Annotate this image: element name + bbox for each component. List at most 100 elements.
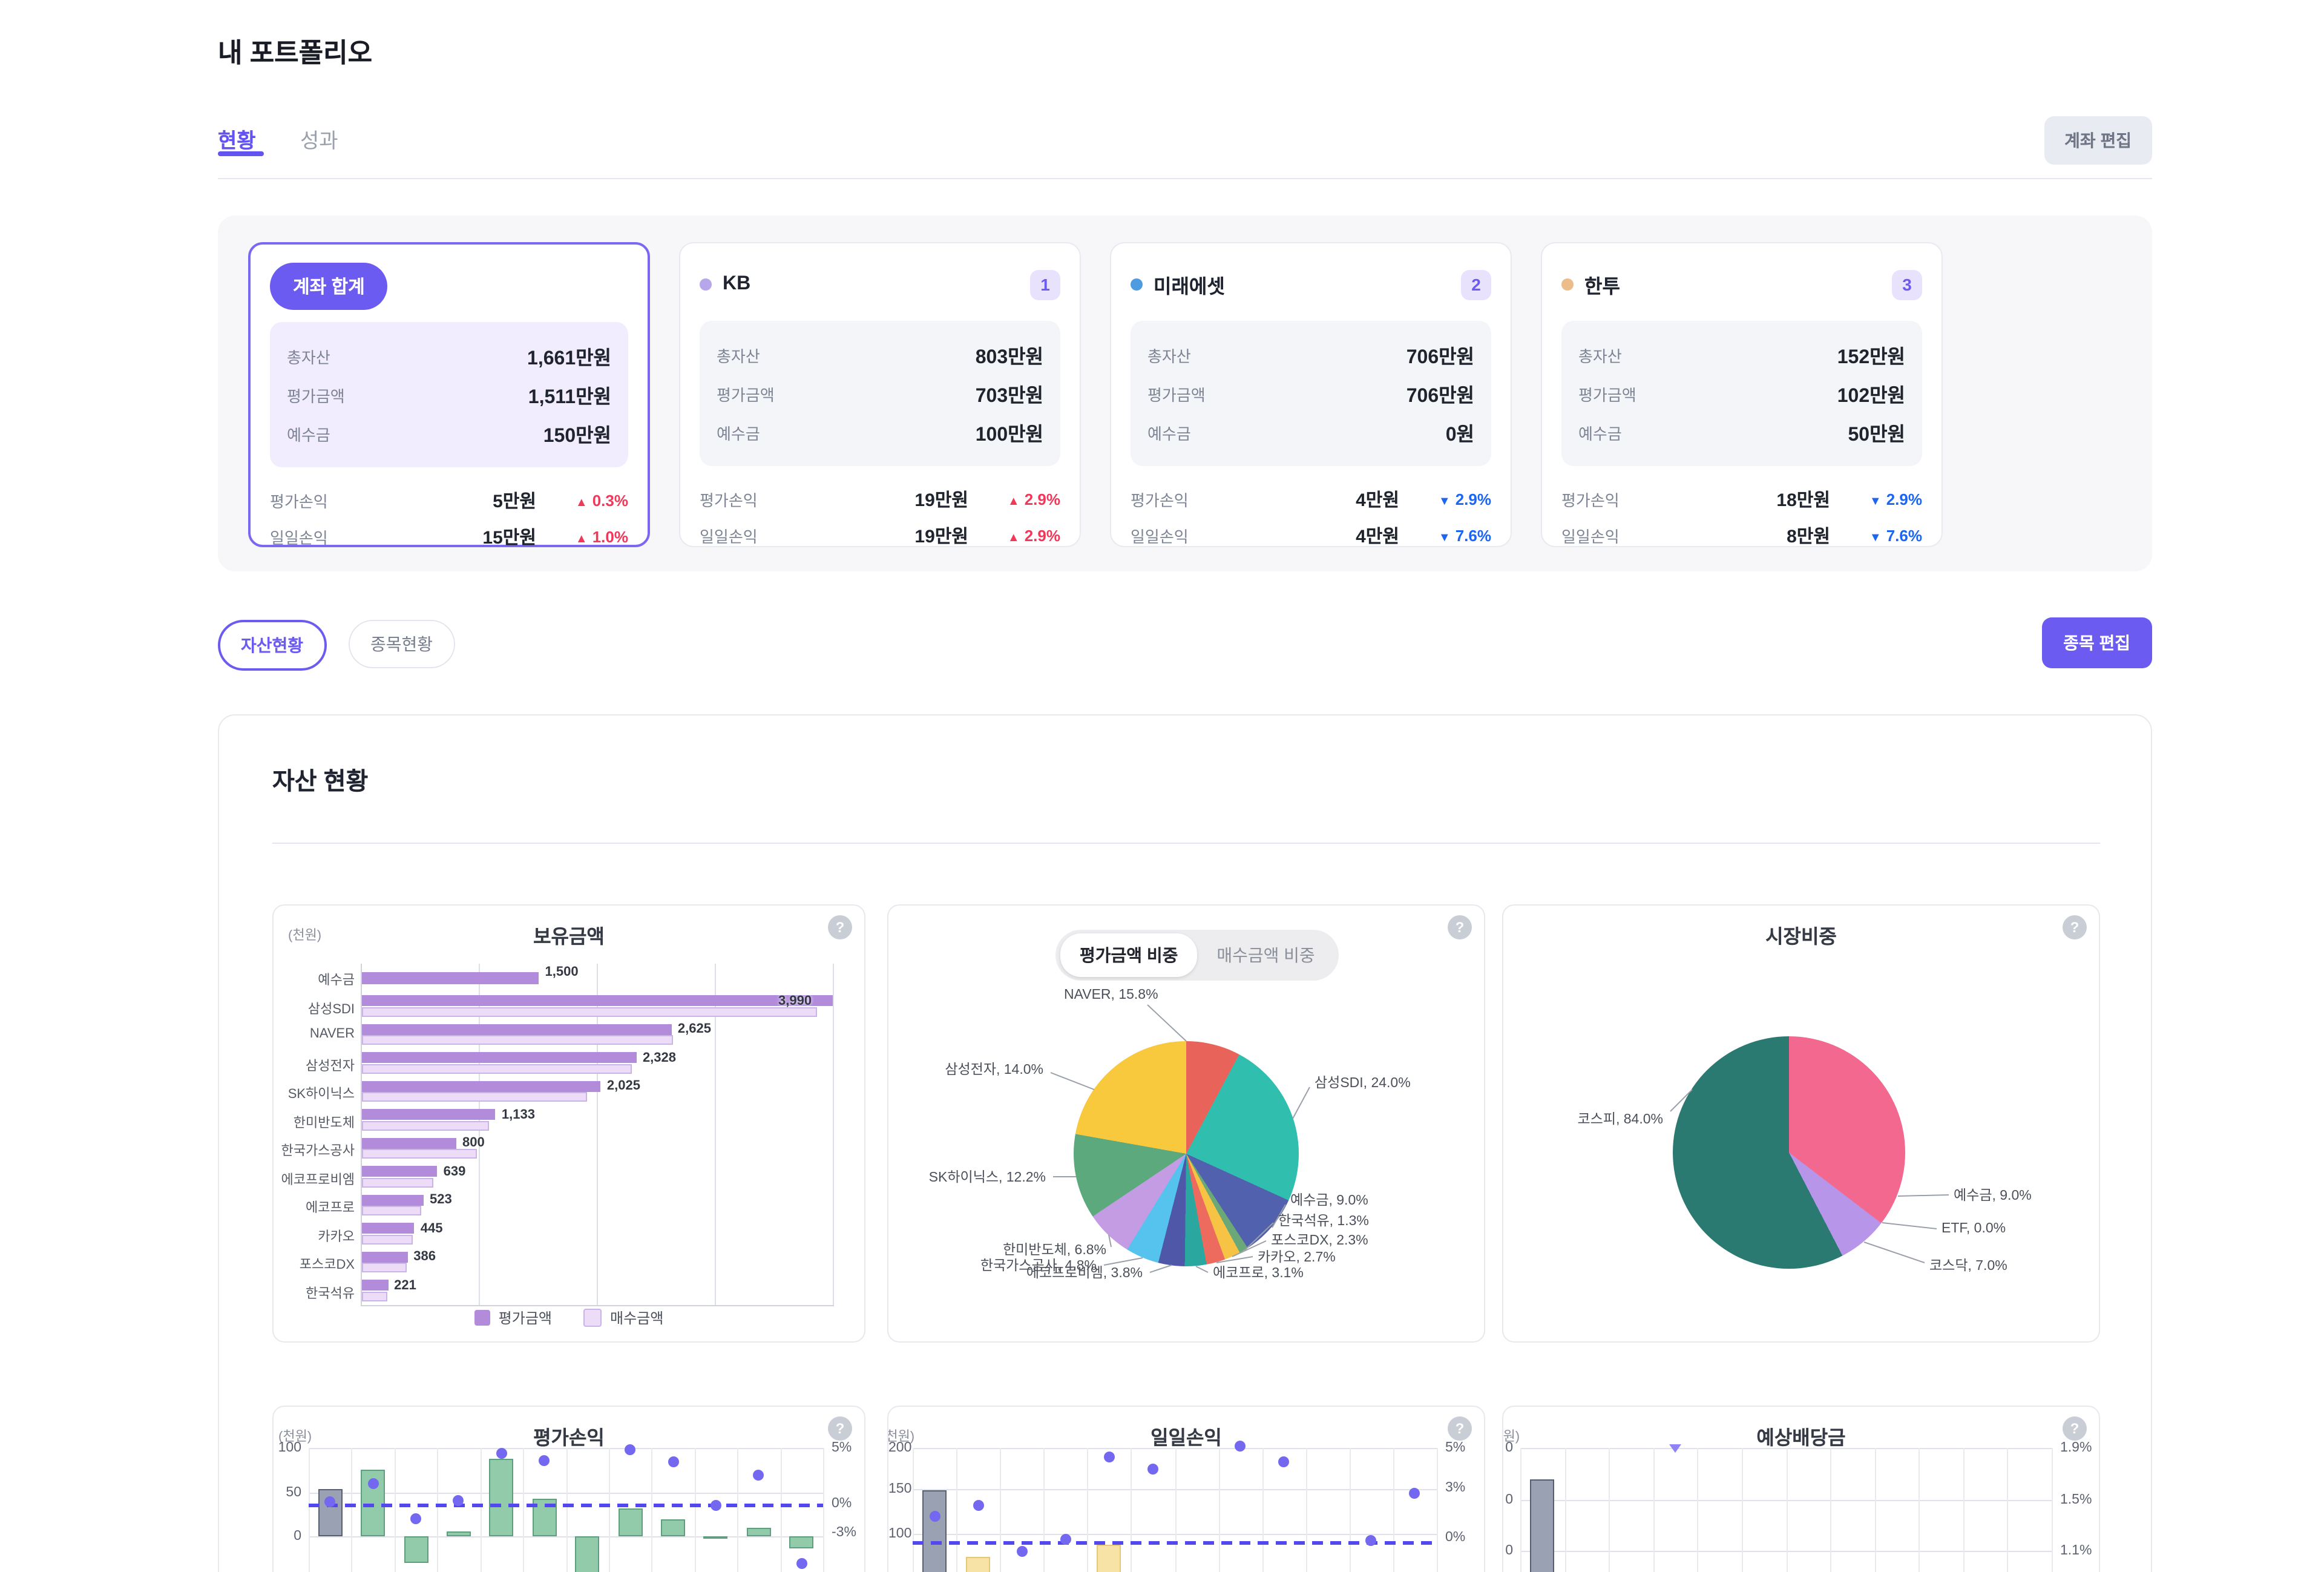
gridline-v bbox=[780, 1448, 782, 1572]
holdings-category-label: 에코프로 bbox=[306, 1201, 355, 1215]
eval-pnl-change: ▼ 2.9% bbox=[1438, 490, 1491, 508]
value-eval-amount: 102만원 bbox=[1837, 386, 1905, 407]
tab-buy-weight[interactable]: 매수금액 비중 bbox=[1216, 946, 1315, 965]
help-icon[interactable]: ? bbox=[1448, 1416, 1472, 1441]
gridline-v bbox=[394, 1448, 396, 1572]
chart-title-daily-pnl: 일일손익 bbox=[1151, 1429, 1222, 1449]
help-icon[interactable]: ? bbox=[828, 915, 852, 939]
right-axis-tick: 5% bbox=[1445, 1441, 1466, 1455]
legend-label: 평가금액 bbox=[498, 1310, 552, 1327]
gridline-v bbox=[1919, 1448, 1920, 1572]
label-eval-pnl: 평가손익 bbox=[700, 491, 758, 509]
filter-pill-assets[interactable]: 자산현황 bbox=[218, 620, 327, 671]
gridline-v bbox=[1043, 1448, 1045, 1572]
gridline-v bbox=[1262, 1448, 1264, 1572]
edit-accounts-button[interactable]: 계좌 편집 bbox=[2044, 116, 2152, 165]
gridline-v bbox=[1786, 1448, 1787, 1572]
tab-performance[interactable]: 성과 bbox=[300, 123, 338, 154]
account-card-kb[interactable]: KB 1 총자산 803만원 평가금액 703만원 예수금 100만원 평가손익 19만… bbox=[679, 242, 1081, 547]
value-eval-pnl: 19만원 bbox=[914, 490, 968, 510]
holdings-category-label: 삼성SDI bbox=[307, 1002, 355, 1016]
holdings-category-label: 에코프로비엠 bbox=[281, 1172, 355, 1187]
pie-slice-label: 에코프로비엠, 3.8% bbox=[1026, 1266, 1143, 1281]
return-rate-dot bbox=[1060, 1533, 1071, 1545]
value-eval-amount: 1,511만원 bbox=[528, 387, 611, 408]
pnl-bar bbox=[746, 1528, 771, 1536]
holdings-category-label: 한미반도체 bbox=[293, 1116, 355, 1130]
pie-slice-label: 코스피, 84.0% bbox=[1577, 1113, 1664, 1127]
eval-amount-bar bbox=[362, 1080, 601, 1091]
right-axis-tick: 0% bbox=[832, 1496, 852, 1511]
account-card-hantoo[interactable]: 한투 3 총자산 152만원 평가금액 102만원 예수금 50만원 평가손익 18만원… bbox=[1541, 242, 1943, 547]
buy-amount-bar bbox=[362, 1206, 421, 1215]
gridline-v bbox=[480, 1448, 482, 1572]
chart-card-daily-pnl: (천원) 일일손익 ? 200 150 100 5% 3% 0% bbox=[887, 1406, 1485, 1572]
label-eval-pnl: 평가손익 bbox=[1561, 491, 1620, 509]
holdings-bar-row: 카카오 445 bbox=[318, 1220, 834, 1248]
gridline-v bbox=[1741, 1448, 1743, 1572]
value-total-asset: 803만원 bbox=[975, 347, 1043, 368]
pie-slice-label: 삼성SDI, 24.0% bbox=[1315, 1076, 1411, 1091]
return-rate-dot bbox=[753, 1469, 764, 1481]
holdings-category-label: 카카오 bbox=[318, 1229, 355, 1244]
broker-name: 한투 bbox=[1584, 277, 1620, 298]
help-icon[interactable]: ? bbox=[828, 1416, 852, 1441]
bar-value-label: 1,133 bbox=[501, 1107, 535, 1122]
return-rate-dot bbox=[367, 1478, 379, 1489]
label-daily-pnl: 일일손익 bbox=[700, 527, 758, 545]
holdings-legend: 평가금액 매수금액 bbox=[274, 1307, 864, 1328]
pie-slice-label: NAVER, 15.8% bbox=[1064, 988, 1158, 1002]
right-axis-tick: 1.5% bbox=[2060, 1492, 2092, 1507]
chart-title-dividend: 예상배당금 bbox=[1756, 1429, 1846, 1449]
bar-value-label: 800 bbox=[462, 1136, 485, 1150]
filter-pill-stocks[interactable]: 종목현황 bbox=[349, 620, 455, 668]
gridline-v bbox=[2007, 1448, 2009, 1572]
right-axis-tick: -3% bbox=[832, 1525, 856, 1540]
help-icon[interactable]: ? bbox=[2063, 1416, 2087, 1441]
return-rate-dot bbox=[496, 1448, 507, 1459]
tab-current[interactable]: 현황 bbox=[218, 123, 264, 156]
pnl-bar bbox=[446, 1531, 471, 1536]
edit-stocks-button[interactable]: 종목 편집 bbox=[2041, 617, 2152, 668]
label-total-asset: 총자산 bbox=[287, 348, 330, 366]
assets-pane: 총자산 706만원 평가금액 706만원 예수금 0원 bbox=[1131, 321, 1491, 466]
buy-amount-bar bbox=[362, 1291, 387, 1301]
pnl-bar bbox=[661, 1519, 686, 1536]
weight-tab-group: 평가금액 비중 매수금액 비중 bbox=[1055, 930, 1339, 981]
pie-slice-label: 삼성전자, 14.0% bbox=[945, 1063, 1043, 1077]
eval-amount-bar bbox=[362, 1137, 456, 1148]
pie-slice-label: 한국석유, 1.3% bbox=[1278, 1214, 1369, 1229]
broker-name: 미래에셋 bbox=[1154, 277, 1225, 298]
help-icon[interactable]: ? bbox=[1448, 915, 1472, 939]
eval-amount-bar bbox=[362, 1166, 438, 1177]
account-card-total[interactable]: 계좌 합계 총자산 1,661만원 평가금액 1,511만원 예수금 150만원 평가… bbox=[248, 242, 650, 548]
label-total-asset: 총자산 bbox=[717, 347, 760, 365]
account-card-mirae[interactable]: 미래에셋 2 총자산 706만원 평가금액 706만원 예수금 0원 평가손익 4만원 ▼… bbox=[1110, 242, 1512, 547]
eval-pnl-change: ▼ 2.9% bbox=[1869, 490, 1922, 508]
gridline-v bbox=[1564, 1448, 1566, 1572]
gridline-v bbox=[2052, 1448, 2053, 1572]
daily-pnl-change: ▲ 1.0% bbox=[575, 527, 628, 545]
gridline-v bbox=[1305, 1448, 1307, 1572]
label-daily-pnl: 일일손익 bbox=[270, 528, 328, 547]
account-badge: 2 bbox=[1461, 269, 1491, 300]
eval-weight-pie bbox=[1074, 1041, 1299, 1266]
tab-eval-weight[interactable]: 평가금액 비중 bbox=[1060, 933, 1198, 977]
bar-value-label: 2,328 bbox=[642, 1050, 676, 1065]
return-rate-dot bbox=[1365, 1535, 1377, 1547]
label-eval-amount: 평가금액 bbox=[1147, 386, 1206, 404]
buy-amount-bar bbox=[362, 1263, 407, 1272]
gridline-v bbox=[523, 1448, 525, 1572]
help-icon[interactable]: ? bbox=[2063, 915, 2087, 939]
accounts-panel: 계좌 합계 총자산 1,661만원 평가금액 1,511만원 예수금 150만원 평가… bbox=[218, 215, 2152, 571]
eval-amount-bar bbox=[362, 1024, 672, 1034]
label-daily-pnl: 일일손익 bbox=[1131, 527, 1189, 545]
account-badge: 3 bbox=[1892, 269, 1922, 300]
gridline-v bbox=[1087, 1448, 1089, 1572]
legend-label: 매수금액 bbox=[610, 1310, 664, 1327]
pie-slice-label: 한미반도체, 6.8% bbox=[1002, 1243, 1106, 1258]
bar-value-label: 221 bbox=[394, 1278, 416, 1292]
axis-unit-label: (천원) bbox=[288, 929, 322, 943]
gridline-v bbox=[913, 1448, 914, 1572]
